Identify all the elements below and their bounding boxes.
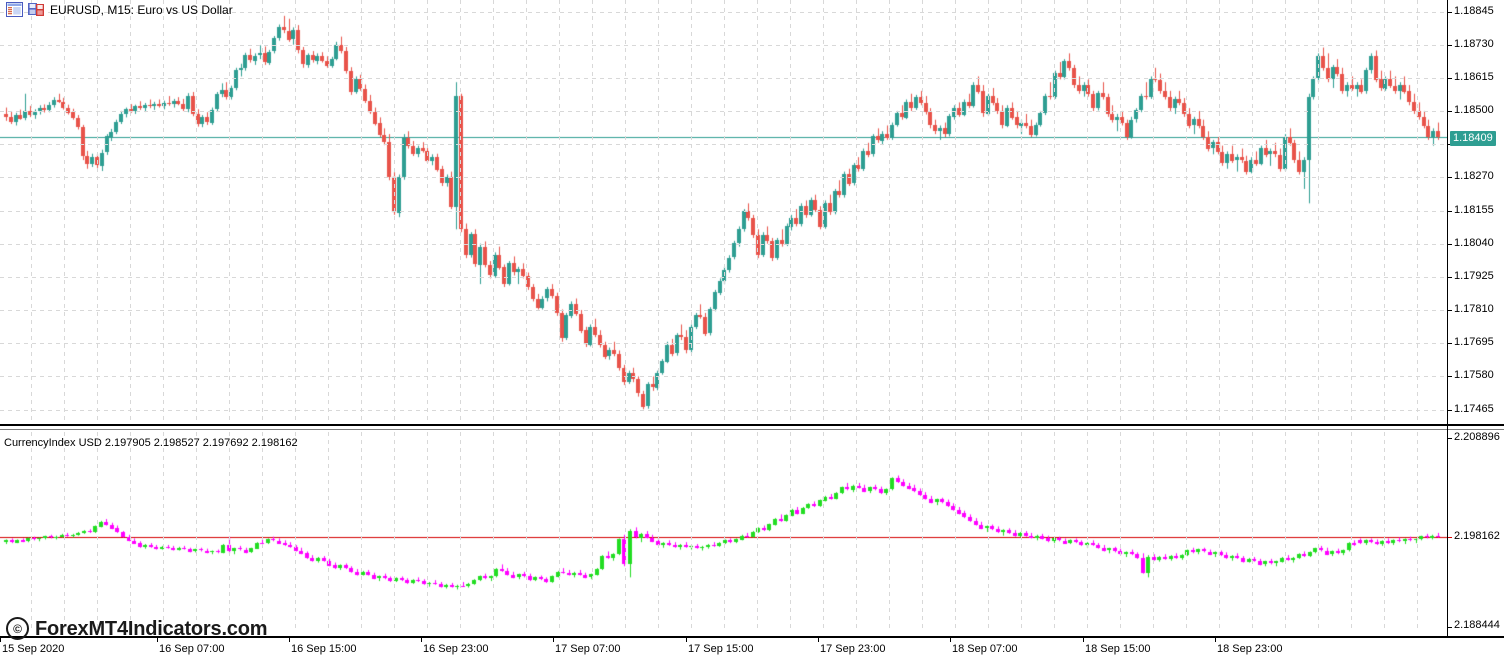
- price-axis-label: 1.18155: [1454, 204, 1494, 216]
- chart-header: EURUSD, M15: Euro vs US Dollar: [6, 2, 233, 17]
- price-axis-tick: [1448, 177, 1452, 178]
- price-axis-label: 1.17925: [1454, 270, 1494, 282]
- price-axis-tick: [1448, 343, 1452, 344]
- indicator-pane[interactable]: [0, 432, 1448, 632]
- pane-separator-bottom: [0, 636, 1504, 638]
- time-axis[interactable]: 15 Sep 2020 16 Sep 07:00 16 Sep 15:00 16 Se…: [0, 638, 1504, 667]
- price-axis-label: 1.18270: [1454, 170, 1494, 182]
- time-axis-label: 16 Sep 07:00: [159, 643, 225, 655]
- time-axis-tick: [1083, 638, 1084, 642]
- current-price-tag: 1.18409: [1450, 131, 1496, 146]
- price-axis-tick: [1448, 376, 1452, 377]
- price-axis-tick: [1448, 12, 1452, 13]
- time-axis-label: 18 Sep 23:00: [1217, 643, 1283, 655]
- watermark: © ForexMT4Indicators.com: [6, 617, 268, 640]
- price-axis-label: 1.17810: [1454, 303, 1494, 315]
- price-candlestick-canvas: [0, 0, 1448, 424]
- time-axis-label: 16 Sep 15:00: [291, 643, 357, 655]
- indicator-value-axis[interactable]: 2.208896 2.198162 2.188444: [1448, 432, 1504, 632]
- time-axis-tick: [157, 638, 158, 642]
- time-axis-label: 17 Sep 23:00: [820, 643, 886, 655]
- pane-separator-sub: [0, 429, 1504, 430]
- price-chart-pane[interactable]: [0, 0, 1448, 424]
- time-axis-tick: [289, 638, 290, 642]
- price-axis-label: 1.18615: [1454, 71, 1494, 83]
- chart-symbol-title: EURUSD, M15: Euro vs US Dollar: [50, 2, 233, 17]
- indicator-title: CurrencyIndex USD 2.197905 2.198527 2.19…: [4, 437, 298, 449]
- indicator-axis-label: 2.188444: [1454, 619, 1500, 631]
- time-axis-label: 15 Sep 2020: [2, 643, 65, 655]
- watermark-text: ForexMT4Indicators.com: [35, 617, 268, 640]
- time-axis-label: 16 Sep 23:00: [423, 643, 489, 655]
- indicator-header: CurrencyIndex USD 2.197905 2.198527 2.19…: [4, 433, 298, 451]
- price-axis-label: 1.17695: [1454, 336, 1494, 348]
- price-axis-tick: [1448, 310, 1452, 311]
- time-axis-tick: [0, 638, 1, 642]
- price-axis-tick: [1448, 277, 1452, 278]
- save-template-icon[interactable]: [28, 2, 45, 17]
- price-axis-label: 1.18845: [1454, 5, 1494, 17]
- price-axis-label: 1.18730: [1454, 38, 1494, 50]
- time-axis-tick: [818, 638, 819, 642]
- price-axis-label: 1.18040: [1454, 237, 1494, 249]
- time-axis-tick: [950, 638, 951, 642]
- indicator-axis-tick: [1448, 438, 1452, 439]
- price-axis-tick: [1448, 111, 1452, 112]
- time-axis-tick: [421, 638, 422, 642]
- chart-window-icon[interactable]: [6, 2, 23, 17]
- pane-separator-main: [0, 424, 1504, 426]
- indicator-candlestick-canvas: [0, 432, 1448, 632]
- price-axis-tick: [1448, 211, 1452, 212]
- price-axis-tick: [1448, 78, 1452, 79]
- price-axis-tick: [1448, 410, 1452, 411]
- time-axis-tick: [553, 638, 554, 642]
- time-axis-label: 18 Sep 15:00: [1085, 643, 1151, 655]
- time-axis-label: 18 Sep 07:00: [952, 643, 1018, 655]
- time-axis-label: 17 Sep 07:00: [555, 643, 621, 655]
- price-axis-label: 1.17465: [1454, 403, 1494, 415]
- time-axis-tick: [686, 638, 687, 642]
- indicator-axis-label: 2.208896: [1454, 431, 1500, 443]
- price-axis-divider: [1447, 0, 1448, 638]
- price-axis-label: 1.17580: [1454, 369, 1494, 381]
- indicator-axis-label: 2.198162: [1454, 530, 1500, 542]
- time-axis-tick: [1215, 638, 1216, 642]
- price-axis-tick: [1448, 244, 1452, 245]
- indicator-axis-tick: [1448, 537, 1452, 538]
- copyright-icon: ©: [6, 617, 29, 640]
- indicator-axis-tick: [1448, 627, 1452, 628]
- time-axis-label: 17 Sep 15:00: [688, 643, 754, 655]
- price-axis[interactable]: 1.188451.187301.186151.185001.183851.182…: [1448, 0, 1504, 424]
- price-axis-tick: [1448, 45, 1452, 46]
- price-axis-label: 1.18500: [1454, 104, 1494, 116]
